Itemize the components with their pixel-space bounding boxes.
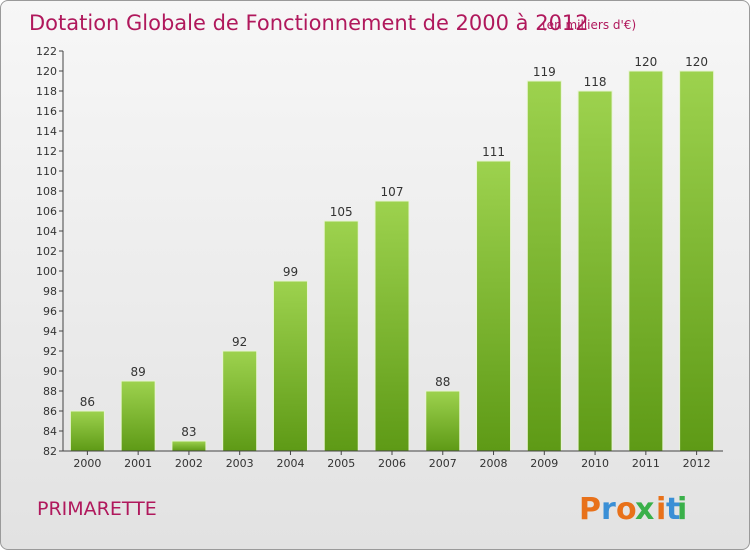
y-tick-label: 114 [36,125,57,138]
x-tick-label: 2009 [530,457,558,470]
bar [171,440,207,452]
x-tick-label: 2005 [327,457,355,470]
y-tick-label: 104 [36,225,57,238]
bar [476,160,512,452]
bar [222,350,258,452]
bar [679,70,715,452]
bar-value-label: 92 [232,335,247,349]
commune-name: PRIMARETTE [37,498,157,520]
logo-letter: r [601,492,616,527]
y-tick-label: 110 [36,165,57,178]
bar [374,200,410,452]
y-tick-label: 92 [43,345,57,358]
x-tick-label: 2006 [378,457,406,470]
bar-value-label: 88 [435,375,450,389]
y-tick-label: 98 [43,285,57,298]
y-tick-label: 120 [36,65,57,78]
bar [120,380,156,452]
bar-value-label: 99 [283,265,298,279]
y-tick-label: 112 [36,145,57,158]
logo-letter: i [677,492,687,527]
bar [425,390,461,452]
logo-letter: P [579,492,601,527]
x-tick-label: 2008 [480,457,508,470]
x-tick-label: 2001 [124,457,152,470]
x-tick-label: 2002 [175,457,203,470]
y-tick-label: 94 [43,325,57,338]
chart-subtitle: (en milliers d'€) [542,18,636,32]
y-tick-label: 84 [43,425,57,438]
y-tick-label: 96 [43,305,57,318]
y-tick-label: 122 [36,45,57,58]
bar-value-label: 111 [482,145,505,159]
bar-value-label: 83 [181,425,196,439]
y-axis: 82 84 86 88 90 92 94 96 98 100 102 104 106 108 110 112 1… [36,45,64,458]
bar [628,70,664,452]
bar-value-label: 86 [80,395,95,409]
logo-letter: x [635,492,654,527]
x-tick-label: 2003 [226,457,254,470]
bar [272,280,308,452]
x-axis: 2000 2001 2002 2003 2004 2005 2006 2007 2008 2009… [63,450,723,470]
x-tick-label: 2011 [632,457,660,470]
y-tick-label: 118 [36,85,57,98]
x-tick-label: 2004 [276,457,304,470]
y-tick-label: 88 [43,385,57,398]
bar-value-label: 120 [634,55,657,69]
bar-value-label: 107 [381,185,404,199]
bar-value-label: 118 [584,75,607,89]
logo-letter: o [616,492,637,527]
y-tick-label: 86 [43,405,57,418]
y-tick-label: 106 [36,205,57,218]
bar-value-label: 105 [330,205,353,219]
bar [323,220,359,452]
chart-title: Dotation Globale de Fonctionnement de 20… [29,11,589,35]
y-tick-label: 116 [36,105,57,118]
y-tick-label: 90 [43,365,57,378]
y-tick-label: 108 [36,185,57,198]
bar-value-label: 119 [533,65,556,79]
x-tick-label: 2012 [683,457,711,470]
x-tick-label: 2007 [429,457,457,470]
x-tick-label: 2000 [73,457,101,470]
y-tick-label: 100 [36,265,57,278]
bar [577,90,613,452]
bar [69,410,105,452]
logo-letter: i [656,492,666,527]
bars-group: 86 89 83 92 99 105 107 88 111 119 118 120 120 [69,55,715,452]
bar [526,80,562,452]
y-tick-label: 82 [43,445,57,458]
logo-letter: t [666,492,680,527]
bar-value-label: 120 [685,55,708,69]
y-tick-label: 102 [36,245,57,258]
x-tick-label: 2010 [581,457,609,470]
bar-value-label: 89 [131,365,146,379]
